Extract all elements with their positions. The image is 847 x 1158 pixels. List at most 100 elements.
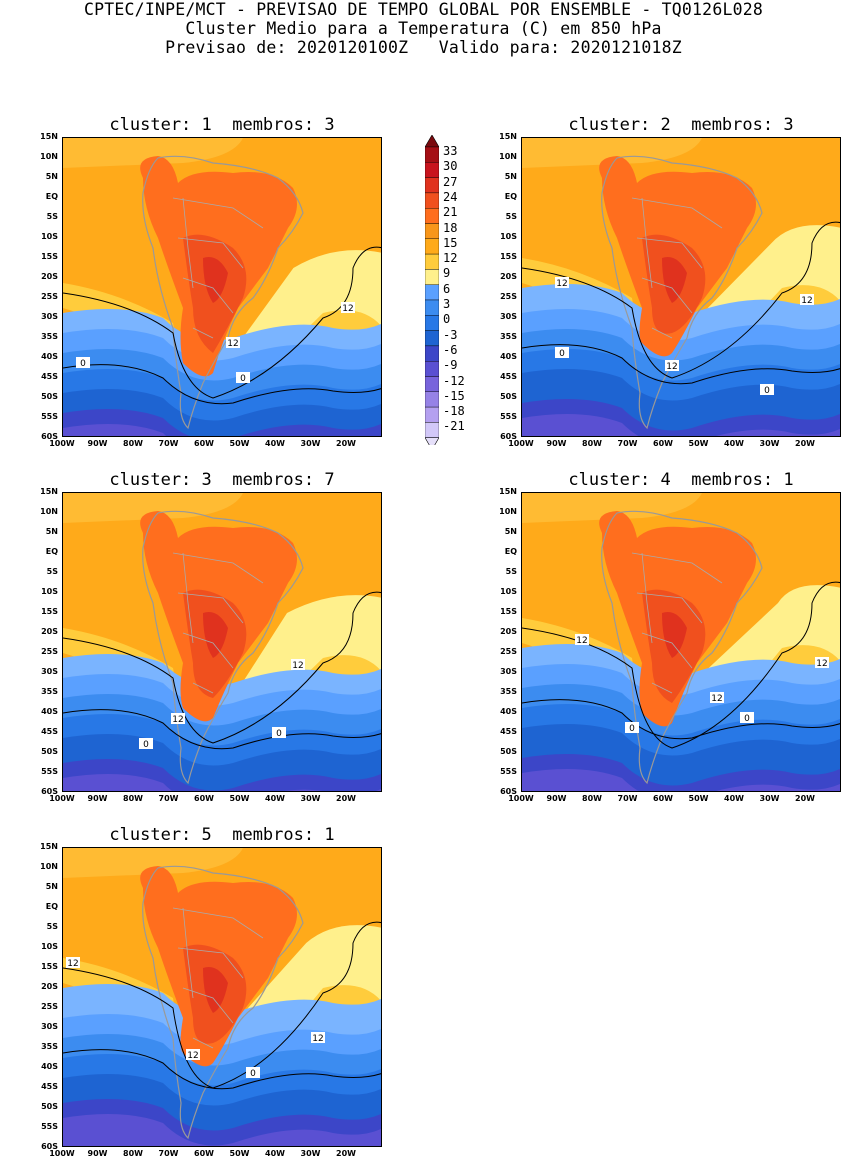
- lat-label: 5N: [504, 172, 517, 181]
- lat-label: 15S: [41, 607, 58, 616]
- contour-label-bg: [139, 738, 153, 749]
- lat-label: 15N: [40, 132, 58, 141]
- lat-label: 55S: [500, 767, 517, 776]
- contour-label-bg: [311, 1032, 325, 1043]
- colorbar-swatch: [425, 345, 439, 362]
- border-line-1: [177, 947, 244, 979]
- lat-label: EQ: [45, 547, 58, 556]
- contour-12: [63, 246, 381, 399]
- lon-label: 40W: [265, 439, 285, 448]
- map-svg: 12 12 0 0: [63, 493, 381, 791]
- colorbar-swatch: [425, 253, 439, 270]
- lon-label: 100W: [49, 439, 75, 448]
- colorbar-label: -3: [443, 327, 458, 342]
- contour-0: [522, 699, 840, 740]
- colorbar-label: -12: [443, 373, 465, 388]
- colorbar-label: 18: [443, 220, 458, 235]
- lat-label: 55S: [41, 412, 58, 421]
- panel-title: cluster: 5 membros: 1: [109, 825, 335, 845]
- map-svg: 12 12 12 0 0: [522, 138, 840, 436]
- lat-label: 55S: [41, 1122, 58, 1131]
- contour-label-bg: [740, 712, 754, 723]
- lat-label: 10N: [40, 152, 58, 161]
- lon-label: 60W: [653, 794, 673, 803]
- lat-label: 5N: [45, 527, 58, 536]
- lat-label: 60S: [41, 787, 58, 796]
- map-svg: 12 12 12 0 0: [522, 493, 840, 791]
- colorbar-label: 15: [443, 235, 458, 250]
- colorbar-swatch: [425, 269, 439, 285]
- colorbar-swatch: [425, 315, 439, 331]
- lat-label: 40S: [41, 707, 58, 716]
- lat-label: 50S: [500, 392, 517, 401]
- hottest-core: [203, 612, 228, 658]
- hottest-core: [662, 612, 687, 658]
- contour-label-bg: [272, 727, 286, 738]
- lon-label: 100W: [49, 794, 75, 803]
- lat-label: 5N: [504, 527, 517, 536]
- lat-label: 40S: [500, 352, 517, 361]
- temperature-map: 12 12 12 0 0: [521, 137, 841, 437]
- lon-label: 20W: [795, 439, 815, 448]
- contour-label-bg: [226, 337, 240, 348]
- lat-label: 50S: [41, 392, 58, 401]
- lat-label: 35S: [41, 1042, 58, 1051]
- border-line-2: [182, 632, 234, 669]
- border-line-2: [641, 277, 693, 314]
- contour-label: 12: [666, 362, 677, 372]
- lon-label: 30W: [300, 794, 321, 803]
- lon-label: 20W: [336, 794, 356, 803]
- border-line-1: [636, 592, 703, 624]
- colorbar-label: 33: [443, 144, 458, 158]
- band-12-15: [63, 138, 243, 168]
- contour-label-bg: [815, 657, 829, 668]
- lon-label: 100W: [508, 794, 534, 803]
- colorbar-swatch: [425, 391, 439, 408]
- lat-label: 15N: [499, 132, 517, 141]
- lon-label: 90W: [87, 1149, 108, 1158]
- lon-label: 90W: [546, 439, 567, 448]
- lon-label: 40W: [724, 439, 744, 448]
- lat-label: 15N: [40, 487, 58, 496]
- lat-label: 30S: [41, 1022, 58, 1031]
- border-line-3: [651, 682, 673, 694]
- colorbar-swatch: [425, 284, 439, 301]
- lon-label: 20W: [795, 794, 815, 803]
- border-line-4: [182, 907, 194, 999]
- colorbar-top-arrow: [425, 135, 439, 148]
- lat-label: 40S: [500, 707, 517, 716]
- lat-label: 5S: [46, 567, 58, 576]
- contour-12: [63, 591, 381, 744]
- band-12-15: [63, 848, 243, 878]
- contour-label: 12: [187, 1051, 198, 1061]
- map-header: CPTEC/INPE/MCT - PREVISAO DE TEMPO GLOBA…: [0, 0, 847, 57]
- hottest-core: [662, 257, 687, 303]
- lat-label: 5N: [45, 882, 58, 891]
- cold-band-6: [63, 424, 167, 436]
- lat-label: 30S: [500, 312, 517, 321]
- lat-label: 15N: [40, 842, 58, 851]
- contour-label-bg: [66, 957, 80, 968]
- lat-label: EQ: [45, 192, 58, 201]
- lat-label: 50S: [41, 1102, 58, 1111]
- hottest-core: [203, 967, 228, 1013]
- band-12-15: [63, 493, 243, 523]
- lat-label: 20S: [41, 627, 58, 636]
- colorbar-swatch: [425, 406, 439, 423]
- lat-label: EQ: [504, 192, 517, 201]
- colorbar-label: 12: [443, 251, 458, 266]
- lat-label: 10S: [41, 232, 58, 241]
- colorbar-swatch: [425, 207, 439, 224]
- lat-label: 35S: [41, 687, 58, 696]
- contour-label-bg: [186, 1049, 200, 1060]
- contour-label-bg: [291, 659, 305, 670]
- contour-label: 0: [240, 374, 246, 384]
- lon-label: 60W: [194, 794, 214, 803]
- border-line-3: [192, 1037, 214, 1049]
- map-svg: 12 12 0 0: [63, 138, 381, 436]
- border-line-0: [172, 907, 264, 939]
- hottest-core: [203, 257, 228, 303]
- contour-label: 0: [80, 359, 86, 369]
- lon-label: 80W: [123, 794, 143, 803]
- contour-label: 12: [67, 959, 78, 969]
